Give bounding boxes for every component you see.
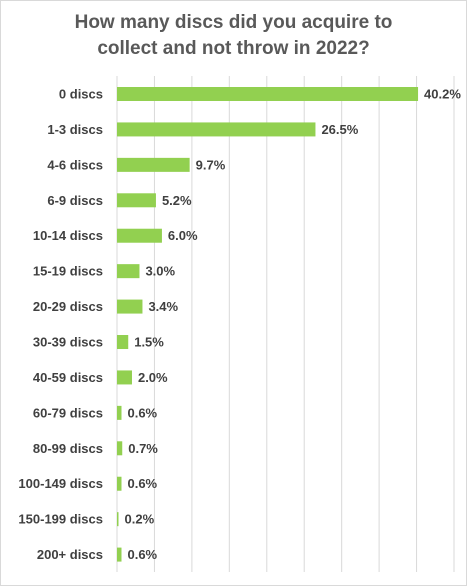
category-label: 15-19 discs (33, 264, 103, 279)
category-label: 60-79 discs (33, 405, 103, 420)
data-label: 2.0% (138, 370, 168, 385)
bar (117, 441, 123, 456)
bar (117, 335, 129, 350)
bar (117, 512, 119, 527)
category-label: 10-14 discs (33, 228, 103, 243)
bar (117, 476, 122, 491)
bar (117, 547, 122, 562)
category-label: 80-99 discs (33, 441, 103, 456)
data-label: 26.5% (321, 122, 358, 137)
category-label: 200+ discs (37, 547, 103, 562)
chart-title: How many discs did you acquire to collec… (0, 10, 467, 62)
data-label: 6.0% (168, 228, 198, 243)
category-label: 40-59 discs (33, 370, 103, 385)
data-label: 3.0% (145, 264, 175, 279)
data-label: 40.2% (424, 87, 461, 102)
data-label: 9.7% (196, 157, 226, 172)
data-label: 5.2% (162, 193, 192, 208)
chart-title-line-2: collect and not throw in 2022? (97, 38, 370, 59)
category-label: 150-199 discs (18, 512, 103, 527)
data-label: 0.6% (127, 405, 157, 420)
category-label: 6-9 discs (47, 193, 103, 208)
bar (117, 157, 190, 172)
bar (117, 299, 143, 314)
category-label: 0 discs (59, 87, 103, 102)
data-label: 0.6% (127, 547, 157, 562)
bar (117, 405, 122, 420)
category-label: 4-6 discs (47, 157, 103, 172)
data-label: 3.4% (148, 299, 178, 314)
data-label: 0.7% (128, 441, 158, 456)
bar (117, 193, 156, 208)
category-label: 100-149 discs (18, 476, 103, 491)
data-label: 0.2% (125, 512, 155, 527)
data-label: 1.5% (134, 335, 164, 350)
chart-title-line-1: How many discs did you acquire to (74, 12, 393, 33)
bar (117, 228, 162, 243)
bar (117, 122, 316, 137)
bar (117, 264, 140, 279)
category-label: 20-29 discs (33, 299, 103, 314)
data-label: 0.6% (127, 476, 157, 491)
category-label: 1-3 discs (47, 122, 103, 137)
bar (117, 370, 132, 385)
bar (117, 87, 419, 101)
category-label: 30-39 discs (33, 335, 103, 350)
